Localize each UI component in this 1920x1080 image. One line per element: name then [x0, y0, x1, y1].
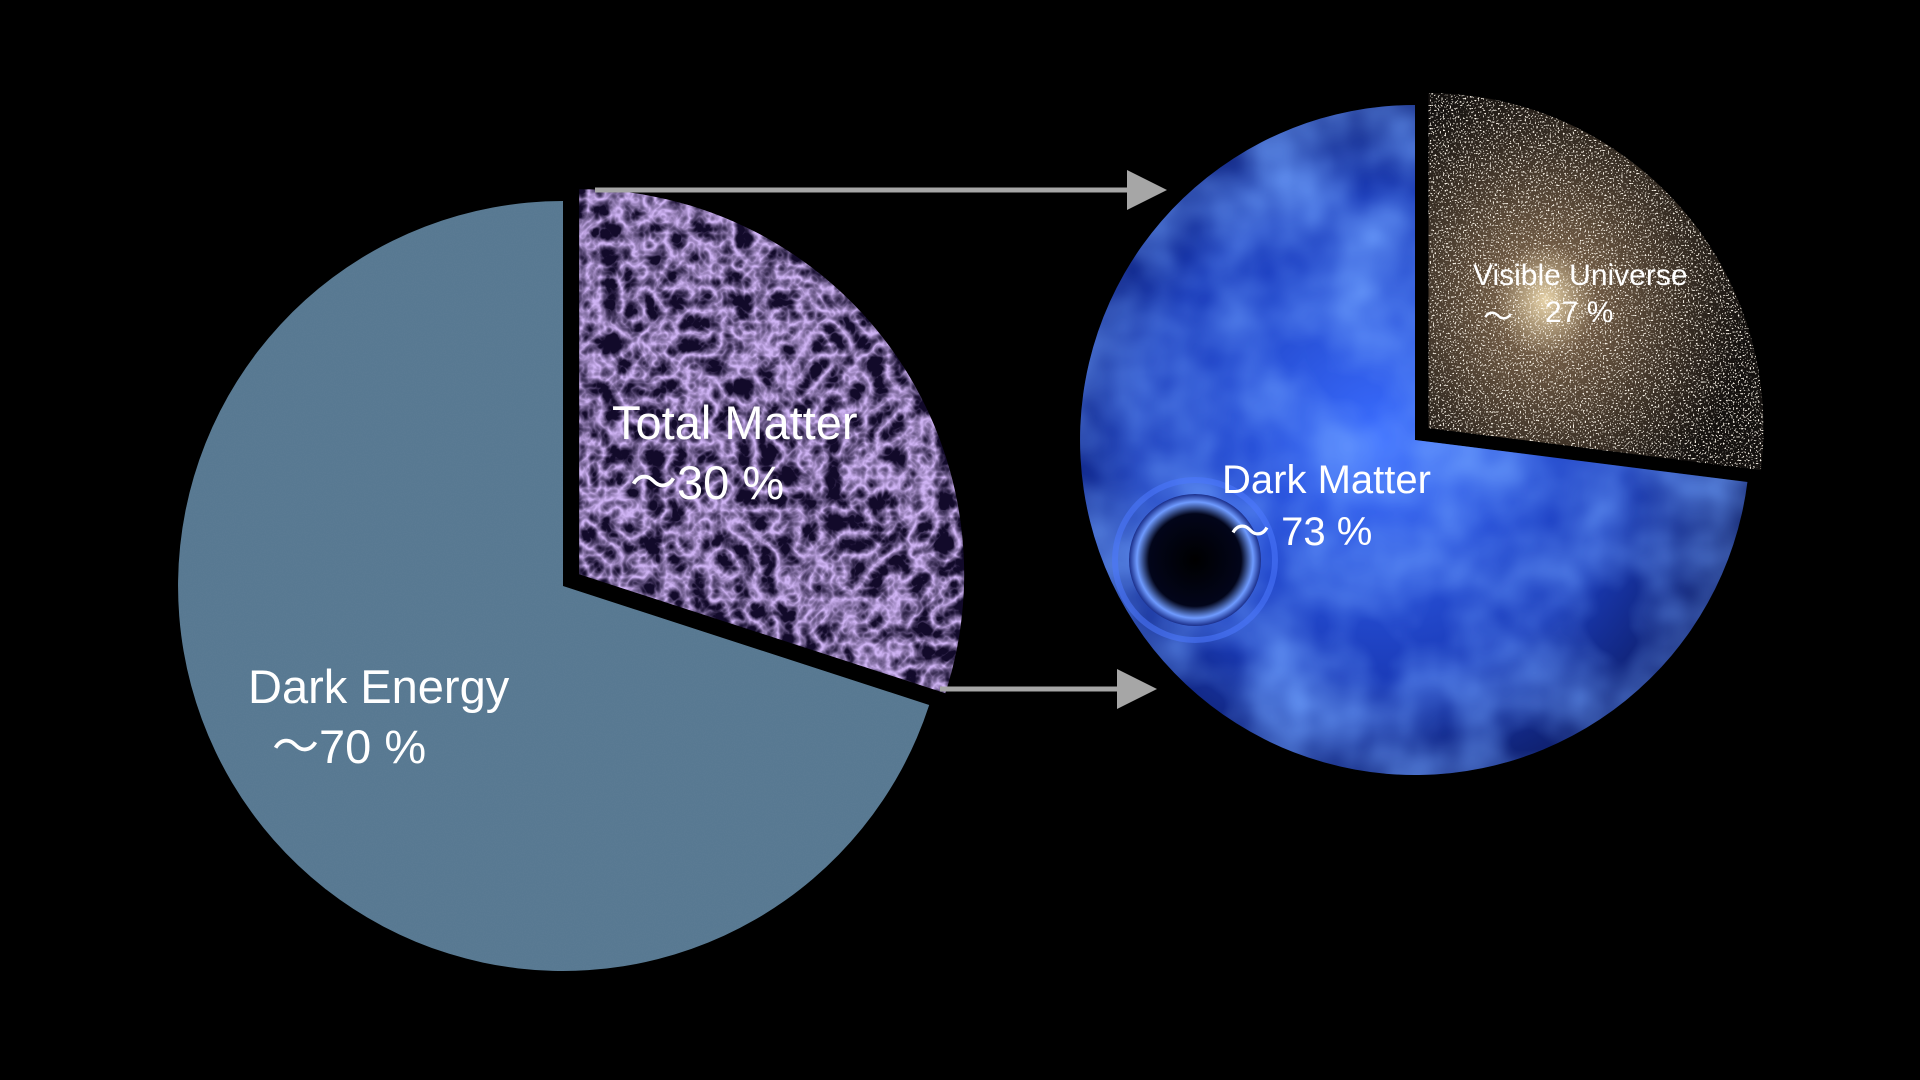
slice-total-matter-texture [579, 189, 965, 694]
slice-total-matter-group [579, 189, 965, 694]
slice-dark-energy [178, 201, 930, 971]
label-visible-universe: Visible Universe [1473, 259, 1688, 292]
black-hole-ring [1112, 477, 1278, 643]
black-hole [1129, 494, 1261, 626]
value-dark-energy: ～70 % [272, 720, 426, 773]
slice-dark-matter-texture [1080, 105, 1748, 776]
label-dark-energy: Dark Energy [248, 660, 510, 713]
value-total-matter: ～30 % [630, 456, 784, 509]
label-dark-matter: Dark Matter [1222, 458, 1431, 502]
pie-chart-matter: Visible Universe ～ 27 % Dark Matter ～ 73… [1080, 93, 1764, 776]
value-visible-universe-symbol: ～ [1483, 301, 1513, 334]
label-total-matter: Total Matter [612, 396, 858, 449]
slice-visible-universe-texture [1428, 93, 1764, 471]
slice-visible-universe-group [1428, 93, 1764, 471]
slice-dark-matter-group [1080, 105, 1748, 776]
value-visible-universe: 27 % [1545, 296, 1613, 329]
pie-chart-universe: Total Matter ～30 % Dark Energy ～70 % [178, 189, 965, 971]
value-dark-matter: ～ 73 % [1230, 510, 1372, 554]
